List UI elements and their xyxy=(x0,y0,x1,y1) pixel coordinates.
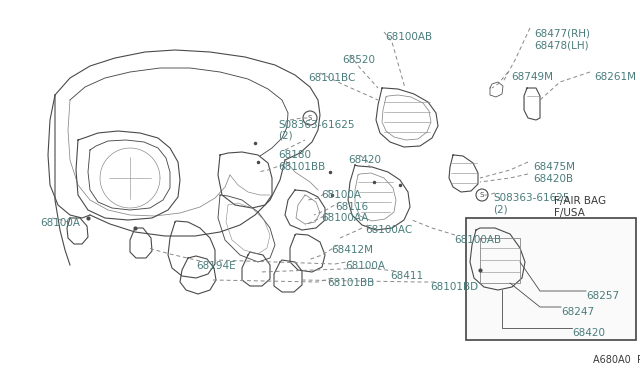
Text: 68100AC: 68100AC xyxy=(365,225,412,235)
Text: 68180: 68180 xyxy=(278,150,311,160)
Text: 68257: 68257 xyxy=(586,291,619,301)
Bar xyxy=(466,218,636,340)
Text: 68101BC: 68101BC xyxy=(308,73,355,83)
Text: 68412M: 68412M xyxy=(331,245,373,255)
Text: 68101BB: 68101BB xyxy=(278,162,325,172)
Text: 68261M: 68261M xyxy=(594,72,636,82)
Text: (2): (2) xyxy=(493,205,508,215)
Text: 68420B: 68420B xyxy=(533,174,573,184)
Text: 68100AA: 68100AA xyxy=(321,213,369,223)
Text: 68100A: 68100A xyxy=(40,218,80,228)
Text: S: S xyxy=(308,115,312,121)
Text: 68477(RH): 68477(RH) xyxy=(534,28,590,38)
Text: (2): (2) xyxy=(278,131,292,141)
Text: 68478(LH): 68478(LH) xyxy=(534,40,589,50)
Text: F/USA: F/USA xyxy=(554,208,585,218)
Text: 68411: 68411 xyxy=(390,271,423,281)
Text: 68520: 68520 xyxy=(342,55,375,65)
Text: 68101BB: 68101BB xyxy=(327,278,374,288)
Text: 68420: 68420 xyxy=(348,155,381,165)
Text: 68749M: 68749M xyxy=(511,72,553,82)
Text: S: S xyxy=(480,192,484,198)
Text: 68101BD: 68101BD xyxy=(430,282,478,292)
Text: 68100A: 68100A xyxy=(321,190,361,200)
Text: 68420: 68420 xyxy=(572,328,605,338)
Text: 68116: 68116 xyxy=(335,202,368,212)
Text: F/AIR BAG: F/AIR BAG xyxy=(554,196,606,206)
Text: 68100AB: 68100AB xyxy=(454,235,501,245)
Text: 68194E: 68194E xyxy=(196,261,236,271)
Text: 68100A: 68100A xyxy=(345,261,385,271)
Text: 68247: 68247 xyxy=(561,307,594,317)
Text: A680A0  R: A680A0 R xyxy=(593,355,640,365)
Text: S08363-61625: S08363-61625 xyxy=(278,120,355,130)
Text: 68475M: 68475M xyxy=(533,162,575,172)
Text: 68100AB: 68100AB xyxy=(385,32,432,42)
Text: S08363-61625: S08363-61625 xyxy=(493,193,570,203)
